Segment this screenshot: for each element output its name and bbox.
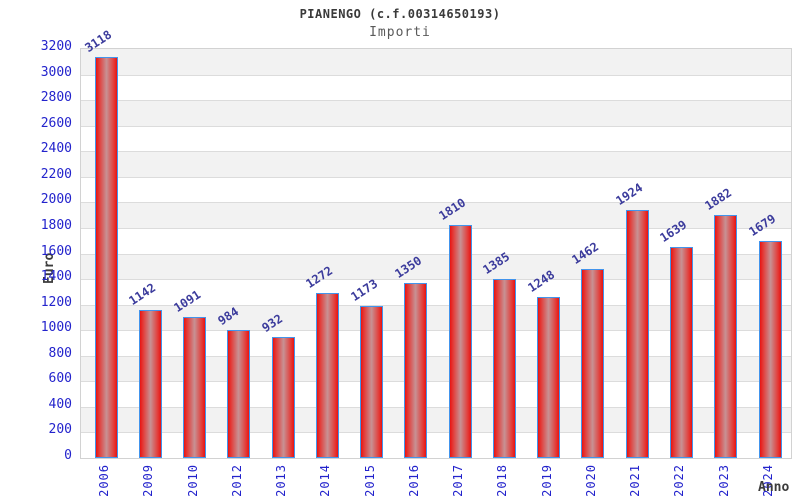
y-tick-label: 800 [48,345,72,361]
plot-band [81,202,791,228]
x-tick-label: 2009 [141,464,156,497]
bar [758,241,782,458]
x-tick-label: 2022 [672,464,687,497]
bar [360,306,384,458]
y-tick-label: 3000 [40,64,72,80]
bar [227,330,251,458]
plot-band [81,176,791,203]
y-tick-label: 1200 [40,294,72,310]
y-tick-label: 3200 [40,39,72,54]
x-tick-label: 2020 [583,464,598,497]
gridline [81,227,791,229]
gridline [81,74,791,76]
x-tick-label: 2017 [451,464,466,497]
x-tick-label: 2014 [318,464,333,497]
y-tick-label: 400 [48,396,72,412]
chart-subtitle: Importi [369,25,431,40]
x-tick-label: 2023 [716,464,731,497]
y-tick-label: 0 [64,448,72,463]
bar [669,246,693,458]
x-tick-label: 2018 [495,464,510,497]
y-tick-label: 200 [48,422,72,438]
bar [492,278,516,458]
gridline [81,202,791,204]
bar [315,293,339,458]
x-tick-label: 2010 [185,464,200,497]
x-tick-label: 2006 [97,464,111,497]
y-tick-label: 1000 [40,320,72,336]
x-tick-label: 2012 [229,464,244,497]
x-tick-label: 2016 [406,464,421,497]
bar [271,336,295,458]
gridline [81,330,791,332]
y-tick-label: 2000 [40,192,72,208]
gridline [81,381,791,383]
x-tick-label: 2021 [628,464,643,497]
y-tick-label: 2800 [40,90,72,106]
gridline [81,100,791,102]
gridline [81,176,791,178]
y-tick-label: 1800 [40,217,72,233]
bar [138,310,162,458]
gridline [81,406,791,408]
gridline [81,125,791,127]
bar [183,316,207,458]
plot-band [81,74,791,101]
gridline [81,151,791,153]
y-tick-label: 600 [48,371,72,387]
gridline [81,253,791,255]
plot-band [81,125,791,152]
x-axis-label: Anno [758,480,790,495]
plot-band [81,100,791,126]
y-tick-label: 2600 [40,115,72,131]
gridline [81,279,791,281]
bar [625,210,649,458]
x-tick-label: 2015 [362,464,377,497]
gridline [81,432,791,434]
bar [448,224,472,458]
gridline [81,355,791,357]
bar [581,269,605,458]
y-tick-label: 1400 [40,269,72,285]
bar [537,296,561,458]
chart-title: PIANENGO (c.f.00314650193) [299,7,501,21]
bar [714,215,738,458]
y-tick-label: 2200 [40,166,72,182]
x-tick-label: 2019 [539,464,554,497]
y-tick-label: 1600 [40,243,72,259]
y-tick-label: 2400 [40,141,72,157]
bar [404,283,428,458]
plot-band [81,49,791,75]
plot-band [81,151,791,177]
gridline [81,304,791,306]
bar [94,57,118,458]
x-tick-label: 2013 [274,464,289,497]
plot-area: 3118 1142 1091 984 932 1272 1173 1350 1810 1385 12… [80,28,792,459]
